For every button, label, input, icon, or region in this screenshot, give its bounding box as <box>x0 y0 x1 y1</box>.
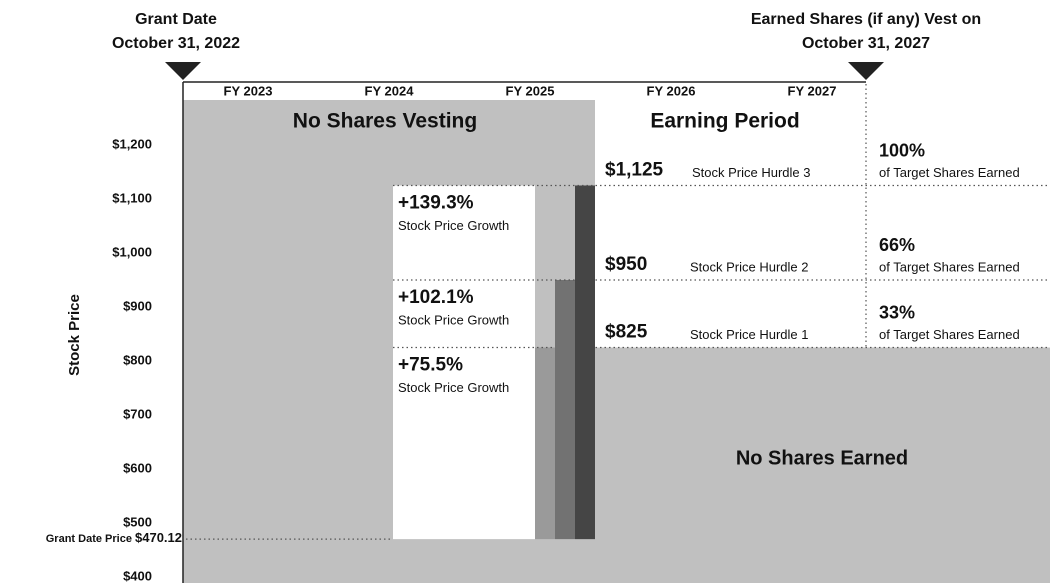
fy-label: FY 2023 <box>224 83 273 98</box>
growth-area <box>393 185 535 540</box>
fy-label: FY 2025 <box>506 83 555 98</box>
y-tick-label: $400 <box>123 568 152 583</box>
earned-label: of Target Shares Earned <box>879 327 1020 342</box>
earned-value: 66% <box>879 235 915 255</box>
vest-marker <box>848 62 884 80</box>
earning-label: Earning Period <box>650 110 799 133</box>
y-tick-label: $900 <box>123 298 152 313</box>
grant-title: Grant Date <box>135 11 217 28</box>
hurdle-name: Stock Price Hurdle 1 <box>690 327 809 342</box>
earned-label: of Target Shares Earned <box>879 259 1020 274</box>
earned-value: 100% <box>879 140 925 160</box>
hurdle-value: $1,125 <box>605 160 664 181</box>
growth-label: Stock Price Growth <box>398 380 509 395</box>
hurdle-name: Stock Price Hurdle 2 <box>690 259 809 274</box>
grant-price-value: $470.12 <box>135 531 182 546</box>
fy-label: FY 2024 <box>365 83 415 98</box>
y-tick-label: $1,100 <box>112 190 152 205</box>
vest-title: Earned Shares (if any) Vest on <box>751 11 981 28</box>
grant-price-name: Grant Date Price <box>46 533 132 545</box>
growth-value: +102.1% <box>398 287 474 308</box>
growth-label: Stock Price Growth <box>398 312 509 327</box>
y-tick-label: $500 <box>123 514 152 529</box>
vest-date: October 31, 2027 <box>802 35 930 52</box>
header-white <box>595 82 1050 100</box>
growth-label: Stock Price Growth <box>398 218 509 233</box>
hurdle-bar <box>575 185 595 540</box>
hurdle-value: $950 <box>605 254 647 275</box>
y-tick-label: $700 <box>123 406 152 421</box>
no-vesting-label: No Shares Vesting <box>293 110 477 133</box>
y-tick-label: $600 <box>123 460 152 475</box>
fy-label: FY 2026 <box>647 83 696 98</box>
grant-price-label: Grant Date Price $470.12 <box>46 531 182 546</box>
y-tick-label: $1,000 <box>112 244 152 259</box>
earned-label: of Target Shares Earned <box>879 165 1020 180</box>
growth-value: +139.3% <box>398 193 474 214</box>
no-earned-label: No Shares Earned <box>736 447 908 469</box>
grant-marker <box>165 62 201 80</box>
hurdle-bar <box>555 280 575 540</box>
hurdle-bar <box>535 347 555 540</box>
earned-value: 33% <box>879 302 915 322</box>
fy-label: FY 2027 <box>788 83 837 98</box>
earning-area <box>595 100 1050 348</box>
y-tick-label: $1,200 <box>112 136 152 151</box>
grant-date: October 31, 2022 <box>112 35 240 52</box>
hurdle-name: Stock Price Hurdle 3 <box>692 165 811 180</box>
hurdle-value: $825 <box>605 322 648 343</box>
y-axis-label: Stock Price <box>66 294 83 376</box>
growth-value: +75.5% <box>398 355 463 376</box>
y-tick-label: $800 <box>123 352 152 367</box>
